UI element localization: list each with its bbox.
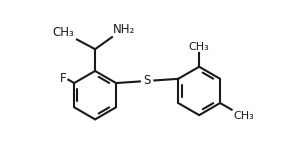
Text: CH₃: CH₃	[234, 111, 255, 121]
Text: F: F	[60, 72, 66, 85]
Text: CH₃: CH₃	[189, 42, 210, 52]
Text: S: S	[144, 74, 151, 87]
Text: CH₃: CH₃	[53, 26, 75, 39]
Text: NH₂: NH₂	[113, 23, 135, 37]
